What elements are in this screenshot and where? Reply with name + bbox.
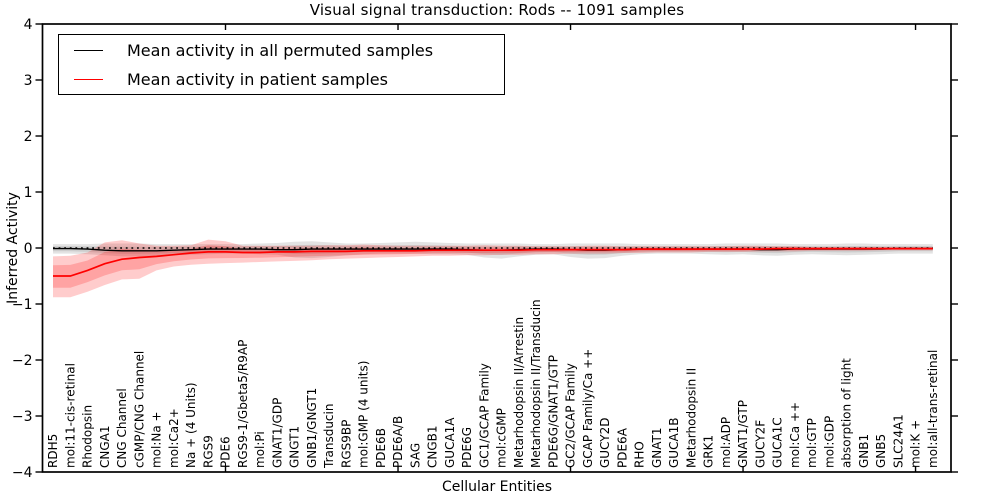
x-tick-label: GCAP Family/Ca ++	[581, 349, 595, 468]
x-tick-label: mol:Ca2+	[167, 408, 181, 468]
y-tick-label: −3	[12, 409, 33, 425]
x-tick-label: CNGA1	[98, 426, 112, 469]
x-tick-label: RHO	[633, 441, 647, 468]
patient-mean-line	[53, 247, 933, 277]
x-tick-label: RDH5	[46, 434, 60, 468]
legend-item-patient: Mean activity in patient samples	[59, 67, 504, 92]
x-tick-label: PDE6G	[460, 427, 474, 468]
legend-label-patient: Mean activity in patient samples	[127, 69, 388, 89]
x-tick-label: GNAT1	[650, 427, 664, 468]
x-tick-label: SLC24A1	[892, 414, 906, 468]
x-tick-label: PDE6A/B	[391, 416, 405, 468]
x-tick-label: absorption of light	[840, 358, 854, 468]
legend-label-permuted: Mean activity in all permuted samples	[127, 40, 434, 60]
x-tick-label: GUCY2F	[754, 420, 768, 468]
x-tick-label: GUCA1C	[771, 417, 785, 468]
x-tick-label: CNG Channel	[115, 388, 129, 468]
x-tick-label: GNGT1	[288, 426, 302, 468]
x-tick-label: Metarhodopsin II/Transducin	[529, 299, 543, 468]
x-tick-label: GNAT1/GTP	[736, 400, 750, 468]
y-tick-label: 1	[24, 185, 33, 201]
axes-frame	[41, 23, 952, 473]
x-tick-label: mol:ADP	[719, 417, 733, 468]
band-inner-patient	[53, 245, 933, 288]
y-tick-label: 0	[24, 241, 33, 257]
x-tick-label: mol:cGMP	[495, 408, 509, 468]
x-tick-label: mol:11-cis-retinal	[64, 363, 78, 468]
x-tick-label: GRK1	[702, 435, 716, 468]
x-tick-label: GC1/GCAP Family	[478, 363, 492, 468]
x-tick-label: Rhodopsin	[81, 405, 95, 468]
x-tick-label: PDE6	[219, 436, 233, 468]
x-tick-label: RGS9-1/Gbeta5/R9AP	[236, 340, 250, 468]
x-tick-label: PDE6G/GNAT1/GTP	[547, 355, 561, 468]
x-tick-label: GNAT1/GDP	[271, 398, 285, 468]
x-tick-label: PDE6A	[616, 427, 630, 468]
x-tick-label: mol:Pi	[253, 431, 267, 468]
x-tick-label: Na + (4 Units)	[184, 382, 198, 468]
x-tick-label: mol:all-trans-retinal	[926, 350, 940, 468]
x-tick-label: mol:GTP	[805, 418, 819, 468]
y-tick-label: 4	[24, 17, 33, 33]
x-tick-label: mol:GMP (4 units)	[357, 361, 371, 468]
legend: Mean activity in all permuted samples Me…	[58, 34, 505, 95]
x-tick-label: GUCA1A	[443, 417, 457, 468]
x-tick-label: RGS9	[202, 435, 216, 468]
x-tick-label: mol:GDP	[823, 416, 837, 468]
x-tick-label: GC2/GCAP Family	[564, 363, 578, 468]
x-tick-label: GUCY2D	[598, 418, 612, 468]
x-tick-label: mol:Ca ++	[788, 402, 802, 468]
x-tick-label: mol:K +	[909, 420, 923, 468]
x-tick-label: Metarhodopsin II	[685, 368, 699, 468]
y-axis-label: Inferred Activity	[5, 192, 21, 304]
band-outer-patient	[53, 239, 933, 298]
x-tick-label: Metarhodopsin II/Arrestin	[512, 317, 526, 468]
y-tick-label: −4	[12, 465, 33, 481]
y-tick-label: −1	[12, 297, 33, 313]
x-tick-label: CNGB1	[426, 425, 440, 468]
x-tick-label: GNB1	[857, 434, 871, 468]
x-tick-label: mol:Na +	[150, 411, 164, 468]
x-tick-label: GUCA1B	[667, 417, 681, 468]
x-tick-label: RGS9BP	[340, 420, 354, 468]
x-tick-label: GNB1/GNGT1	[305, 388, 319, 468]
y-tick-label: −2	[12, 353, 33, 369]
y-tick-label: 3	[24, 73, 33, 89]
x-tick-label: PDE6B	[374, 428, 388, 468]
x-tick-label: GNB5	[874, 434, 888, 468]
x-tick-label: cGMP/CNG Channel	[133, 351, 147, 468]
x-axis-label: Cellular Entities	[441, 479, 553, 495]
x-tick-label: SAG	[409, 443, 423, 468]
patient-line-swatch-icon	[74, 78, 103, 80]
chart-title: Visual signal transduction: Rods -- 1091…	[309, 1, 685, 19]
permuted-line-swatch-icon	[74, 49, 103, 51]
y-tick-label: 2	[24, 129, 33, 145]
legend-item-permuted: Mean activity in all permuted samples	[59, 38, 504, 63]
x-tick-label: Transducin	[322, 404, 336, 469]
